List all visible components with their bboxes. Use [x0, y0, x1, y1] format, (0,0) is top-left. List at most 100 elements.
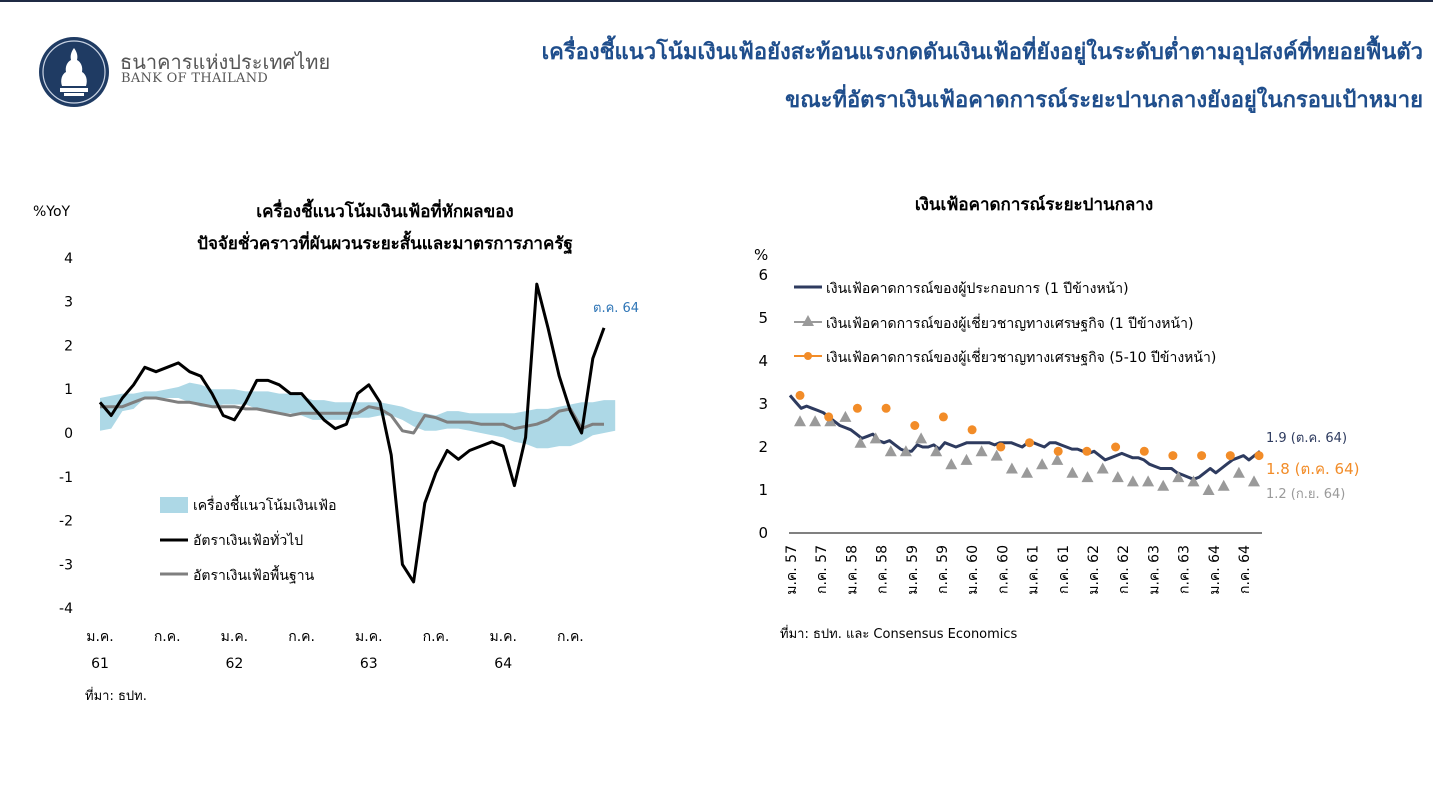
chart2-experts1y-marker: [1217, 479, 1230, 491]
chart1-ytick-label: -3: [59, 557, 73, 573]
chart2-entrepreneur-line: [788, 394, 1261, 481]
chart1-ytick-label: -1: [59, 470, 73, 486]
chart2-end-label-entrepreneur: 1.9 (ต.ค. 64): [1266, 431, 1347, 446]
chart2-experts1y-marker: [1036, 458, 1049, 470]
chart2-experts5y-marker: [1168, 451, 1178, 461]
chart2-experts1y-marker: [1187, 475, 1200, 487]
chart2-ytick-label: 2: [758, 438, 768, 456]
chart2-end-label-experts1y: 1.2 (ก.ย. 64): [1266, 487, 1345, 502]
top-border: [0, 0, 1433, 2]
chart2-experts1y-marker: [884, 445, 897, 457]
chart2-experts5y-marker: [1053, 446, 1063, 456]
legend2-experts1y-swatch-marker: [802, 315, 814, 326]
chart2-experts1y-marker: [809, 415, 822, 427]
chart2-experts5y-marker: [852, 403, 862, 413]
chart2-xtick-label: ม.ค. 64: [1207, 545, 1223, 595]
chart2-experts1y-marker: [1111, 471, 1124, 483]
org-name-en: BANK OF THAILAND: [121, 71, 269, 86]
chart1-ytick-label: -2: [59, 514, 73, 530]
chart2-xtick-label: ม.ค. 59: [905, 545, 921, 595]
chart2-xtick-label: ก.ค. 59: [935, 545, 951, 594]
headline-line-2: ขณะที่อัตราเงินเฟ้อคาดการณ์ระยะปานกลางยั…: [785, 88, 1423, 113]
chart2-experts1y-marker: [975, 445, 988, 457]
chart2-ytick-label: 6: [758, 266, 768, 284]
chart1-xtick-year: 61: [91, 656, 109, 672]
chart1-xtick-year: 62: [225, 656, 243, 672]
chart2-xtick-label: ม.ค. 61: [1026, 545, 1042, 595]
chart2-ytick-label: 0: [758, 524, 768, 542]
chart1-source: ที่มา: ธปท.: [85, 687, 147, 704]
chart2-experts1y-marker: [1157, 479, 1170, 491]
chart2-experts1y-marker: [1248, 475, 1260, 487]
chart2-xtick-label: ก.ค. 58: [875, 545, 891, 594]
chart2-experts1y-marker: [869, 432, 882, 444]
chart2-experts1y-marker: [945, 458, 958, 470]
chart1-ytick-label: 1: [64, 382, 73, 398]
chart2-xtick-label: ก.ค. 57: [814, 545, 830, 594]
legend2-experts1y-label: เงินเฟ้อคาดการณ์ของผู้เชี่ยวชาญทางเศรษฐก…: [826, 314, 1193, 332]
chart2-experts5y-marker: [910, 421, 920, 430]
chart2-experts5y-marker: [996, 442, 1006, 452]
chart1-title-line2: ปัจจัยชั่วคราวที่ผันผวนระยะสั้นและมาตรกา…: [197, 230, 573, 255]
chart2-end-label-experts5y: 1.8 (ต.ค. 64): [1266, 460, 1360, 478]
chart2-experts1y-marker: [1232, 466, 1245, 478]
chart2-xtick-label: ม.ค. 62: [1086, 545, 1102, 595]
chart2-ytick-label: 5: [758, 309, 768, 327]
chart2-xtick-label: ม.ค. 60: [965, 545, 981, 595]
chart2-experts5y-marker: [881, 403, 891, 413]
chart2-experts5y-marker: [795, 390, 805, 400]
chart2-experts5y-marker: [967, 425, 977, 435]
chart2-ytick-label: 4: [758, 352, 768, 370]
chart2-experts1y-marker: [899, 445, 912, 457]
chart1-xtick-month: ม.ค.: [355, 629, 383, 645]
chart2-xtick-label: ก.ค. 63: [1177, 545, 1193, 594]
chart1-xtick-month: ก.ค.: [288, 629, 315, 645]
chart1-xtick-year: 63: [360, 656, 378, 672]
chart2-experts1y-marker: [930, 445, 943, 457]
chart1-ytick-label: 0: [64, 426, 73, 442]
legend2-experts5y-label: เงินเฟ้อคาดการณ์ของผู้เชี่ยวชาญทางเศรษฐก…: [826, 348, 1216, 366]
chart1-xtick-month: ก.ค.: [557, 629, 584, 645]
chart1-xtick-month: ม.ค.: [489, 629, 517, 645]
headline-line-1: เครื่องชี้แนวโน้มเงินเฟ้อยังสะท้อนแรงกดด…: [541, 40, 1423, 65]
chart2-experts1y-marker: [1096, 462, 1109, 474]
chart2-experts5y-marker: [1082, 446, 1092, 456]
chart2-experts5y-marker: [824, 412, 834, 422]
chart2-xtick-label: ก.ค. 60: [995, 545, 1011, 594]
chart2-experts1y-marker: [915, 432, 928, 444]
chart1-xtick-month: ก.ค.: [154, 629, 181, 645]
chart1-ytick-label: 3: [64, 295, 73, 311]
chart2-ytick-label: 3: [758, 395, 768, 413]
chart2-experts1y-marker: [854, 436, 867, 448]
chart2-experts1y-marker: [1066, 466, 1079, 478]
chart2-title: เงินเฟ้อคาดการณ์ระยะปานกลาง: [915, 194, 1153, 215]
chart2-ylabel: %: [754, 246, 768, 264]
chart2-experts1y-marker: [1142, 475, 1155, 487]
chart2-experts5y-marker: [1139, 446, 1149, 456]
chart2-experts1y-marker: [1081, 471, 1094, 483]
chart2-xtick-label: ก.ค. 61: [1056, 545, 1072, 594]
chart2-experts5y-marker: [1111, 442, 1121, 452]
chart2-experts5y-marker: [1254, 451, 1264, 461]
chart2-xtick-label: ก.ค. 64: [1237, 545, 1253, 594]
bank-of-thailand-logo-icon: [39, 37, 109, 107]
chart2-experts5y-marker: [1225, 451, 1235, 461]
legend2-experts5y-swatch-marker: [804, 352, 812, 360]
chart2-experts1y-marker: [990, 449, 1003, 461]
chart2-experts1y-marker: [1172, 471, 1185, 483]
chart1-xtick-month: ม.ค.: [221, 629, 249, 645]
chart1-core-inflation-line: [100, 396, 604, 435]
legend-band-swatch: [160, 497, 188, 513]
chart1-ytick-label: -4: [59, 601, 73, 617]
chart1-xtick-year: 64: [494, 656, 512, 672]
chart1-ytick-label: 4: [64, 251, 73, 267]
legend-band-label: เครื่องชี้แนวโน้มเงินเฟ้อ: [193, 495, 337, 514]
chart1-xtick-month: ก.ค.: [423, 629, 450, 645]
chart2-experts1y-marker: [839, 410, 852, 422]
chart2-experts1y-marker: [1021, 466, 1033, 478]
chart1-xtick-month: ม.ค.: [86, 629, 114, 645]
chart1-ylabel: %YoY: [33, 204, 71, 220]
chart1-annotation: ต.ค. 64: [593, 301, 639, 316]
